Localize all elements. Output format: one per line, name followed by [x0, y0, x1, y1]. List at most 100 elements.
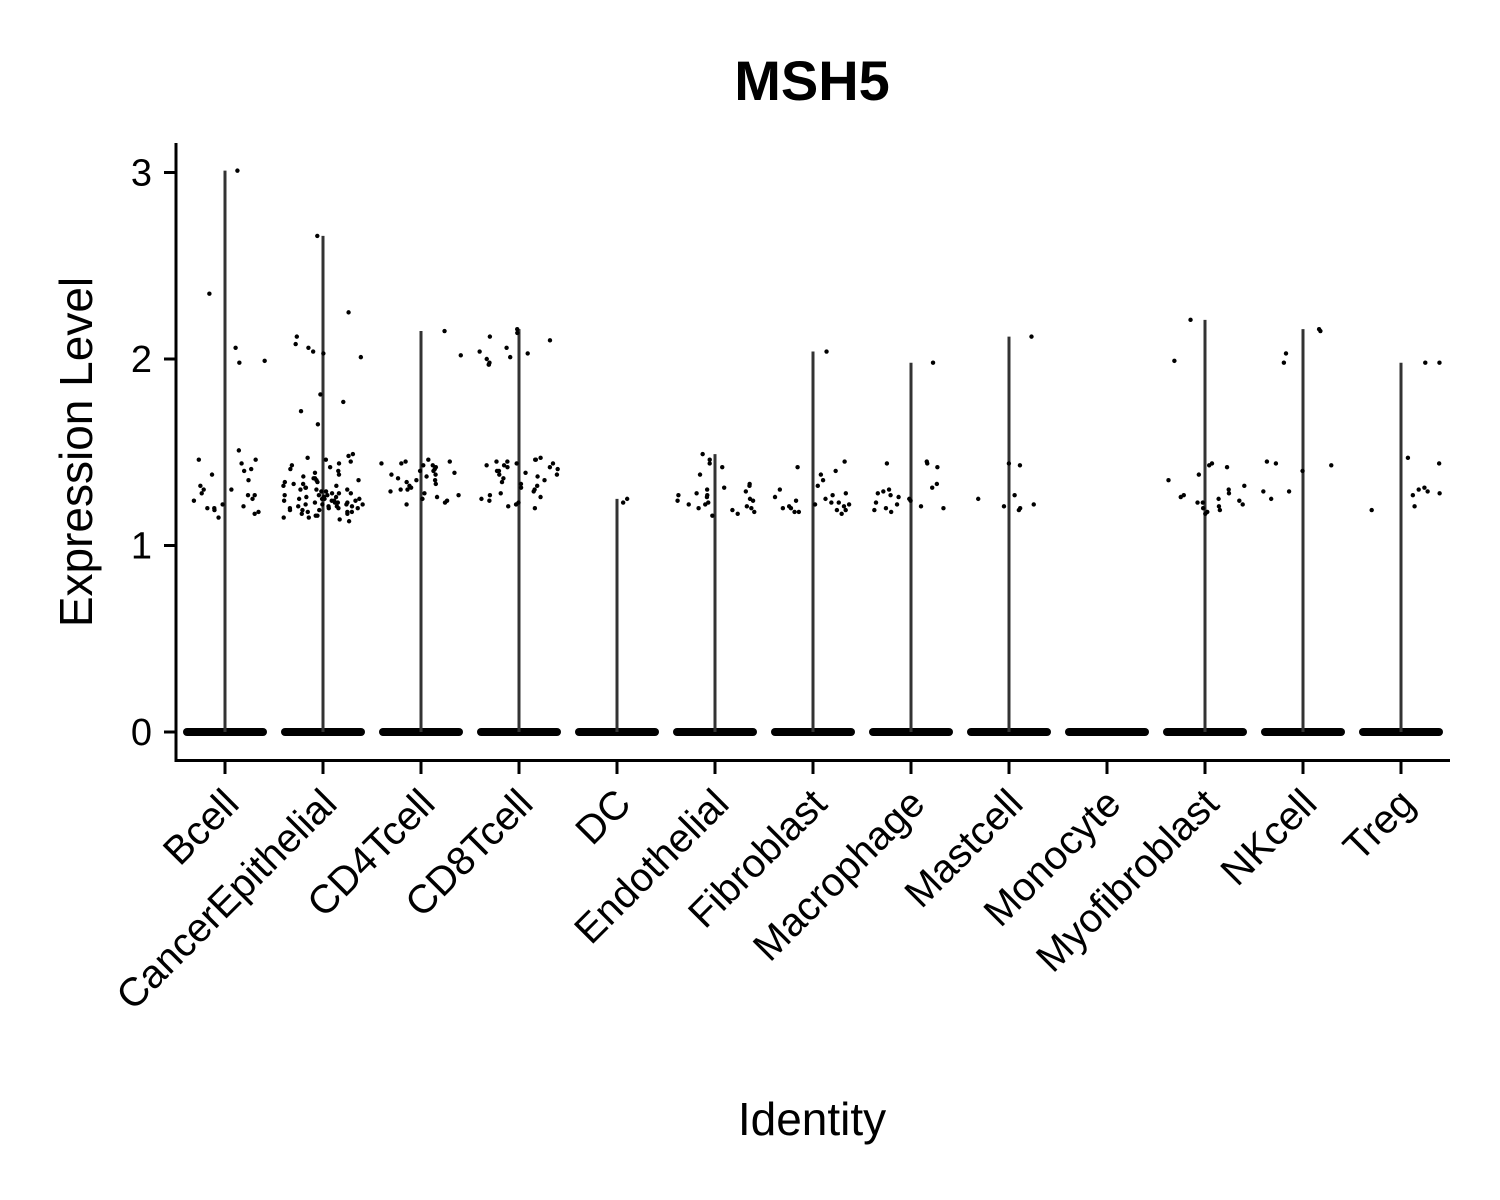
data-point	[477, 349, 482, 354]
data-point	[518, 481, 524, 487]
x-tick-label: Treg	[1335, 781, 1423, 869]
data-point	[326, 506, 331, 511]
data-point	[710, 513, 715, 518]
data-point	[252, 511, 257, 516]
data-point	[442, 500, 448, 505]
data-point	[1237, 498, 1242, 503]
data-point	[514, 461, 519, 466]
data-point	[316, 492, 322, 498]
data-point	[298, 487, 303, 492]
data-point	[504, 345, 509, 351]
data-point	[315, 422, 321, 427]
data-point	[836, 500, 841, 505]
data-point	[1405, 455, 1411, 461]
violin-group	[281, 233, 365, 736]
data-point	[513, 502, 519, 507]
data-point	[433, 472, 438, 477]
data-point	[1195, 500, 1200, 505]
data-point	[795, 464, 800, 470]
data-point	[414, 478, 419, 483]
data-point	[350, 451, 356, 457]
data-point	[281, 483, 286, 489]
data-point	[346, 453, 351, 459]
data-point	[356, 478, 361, 483]
violin-group	[771, 349, 855, 736]
data-point	[1268, 496, 1274, 502]
data-point	[525, 351, 530, 356]
data-point	[941, 506, 946, 511]
data-point	[883, 506, 889, 511]
violin-group	[575, 496, 659, 736]
data-point	[220, 502, 225, 507]
data-point	[704, 494, 710, 500]
data-point	[201, 487, 206, 492]
data-point	[547, 464, 553, 470]
y-axis-ticks: 0 1 2 3	[131, 153, 176, 754]
data-point	[395, 476, 401, 481]
data-point	[1017, 463, 1023, 468]
data-point	[458, 353, 463, 358]
data-point	[620, 500, 626, 505]
data-point	[256, 509, 261, 515]
data-point	[207, 291, 212, 296]
data-point	[1216, 496, 1221, 502]
data-point	[353, 498, 358, 503]
data-point	[1217, 507, 1223, 513]
data-point	[1006, 461, 1012, 466]
data-point	[704, 487, 710, 492]
data-point	[1318, 328, 1323, 334]
data-point	[398, 487, 403, 492]
data-point	[337, 517, 342, 522]
data-point	[515, 330, 520, 336]
data-point	[772, 494, 778, 500]
data-point	[404, 479, 409, 485]
data-point	[935, 464, 940, 470]
data-point	[199, 491, 204, 496]
data-point	[318, 392, 323, 397]
violin-group	[869, 360, 953, 736]
data-point	[777, 487, 783, 492]
data-point	[707, 457, 712, 462]
data-point	[421, 463, 426, 468]
data-point	[424, 474, 429, 479]
data-point	[253, 457, 258, 462]
data-point	[1281, 360, 1287, 365]
data-point	[749, 506, 754, 511]
data-point	[334, 483, 339, 489]
x-tick-label: DC	[567, 781, 639, 853]
data-point	[452, 470, 457, 475]
data-point	[322, 496, 327, 502]
data-point	[320, 502, 325, 507]
data-point	[735, 511, 740, 516]
data-point	[1016, 507, 1022, 513]
data-point	[846, 502, 852, 507]
data-point	[388, 489, 393, 494]
data-point	[447, 459, 452, 464]
data-point	[1410, 492, 1416, 498]
data-point	[306, 515, 312, 520]
data-point	[1416, 487, 1421, 492]
data-point	[399, 461, 404, 466]
data-point	[886, 487, 892, 492]
data-point	[1166, 478, 1171, 483]
data-point	[796, 509, 802, 515]
data-point	[550, 461, 556, 466]
data-point	[793, 498, 799, 503]
data-point	[233, 345, 238, 351]
data-point	[499, 479, 505, 485]
data-point	[533, 457, 538, 462]
data-point	[241, 504, 246, 509]
data-point	[288, 466, 293, 472]
data-point	[918, 504, 924, 509]
data-point	[1031, 502, 1036, 507]
data-point	[341, 399, 346, 405]
data-point	[506, 504, 511, 509]
data-point	[676, 492, 681, 498]
data-point	[252, 492, 257, 498]
data-point	[335, 500, 341, 505]
data-point	[675, 498, 680, 503]
y-axis-title: Expression Level	[50, 277, 102, 627]
data-point	[346, 310, 351, 315]
x-tick-label: NKcell	[1213, 781, 1326, 894]
